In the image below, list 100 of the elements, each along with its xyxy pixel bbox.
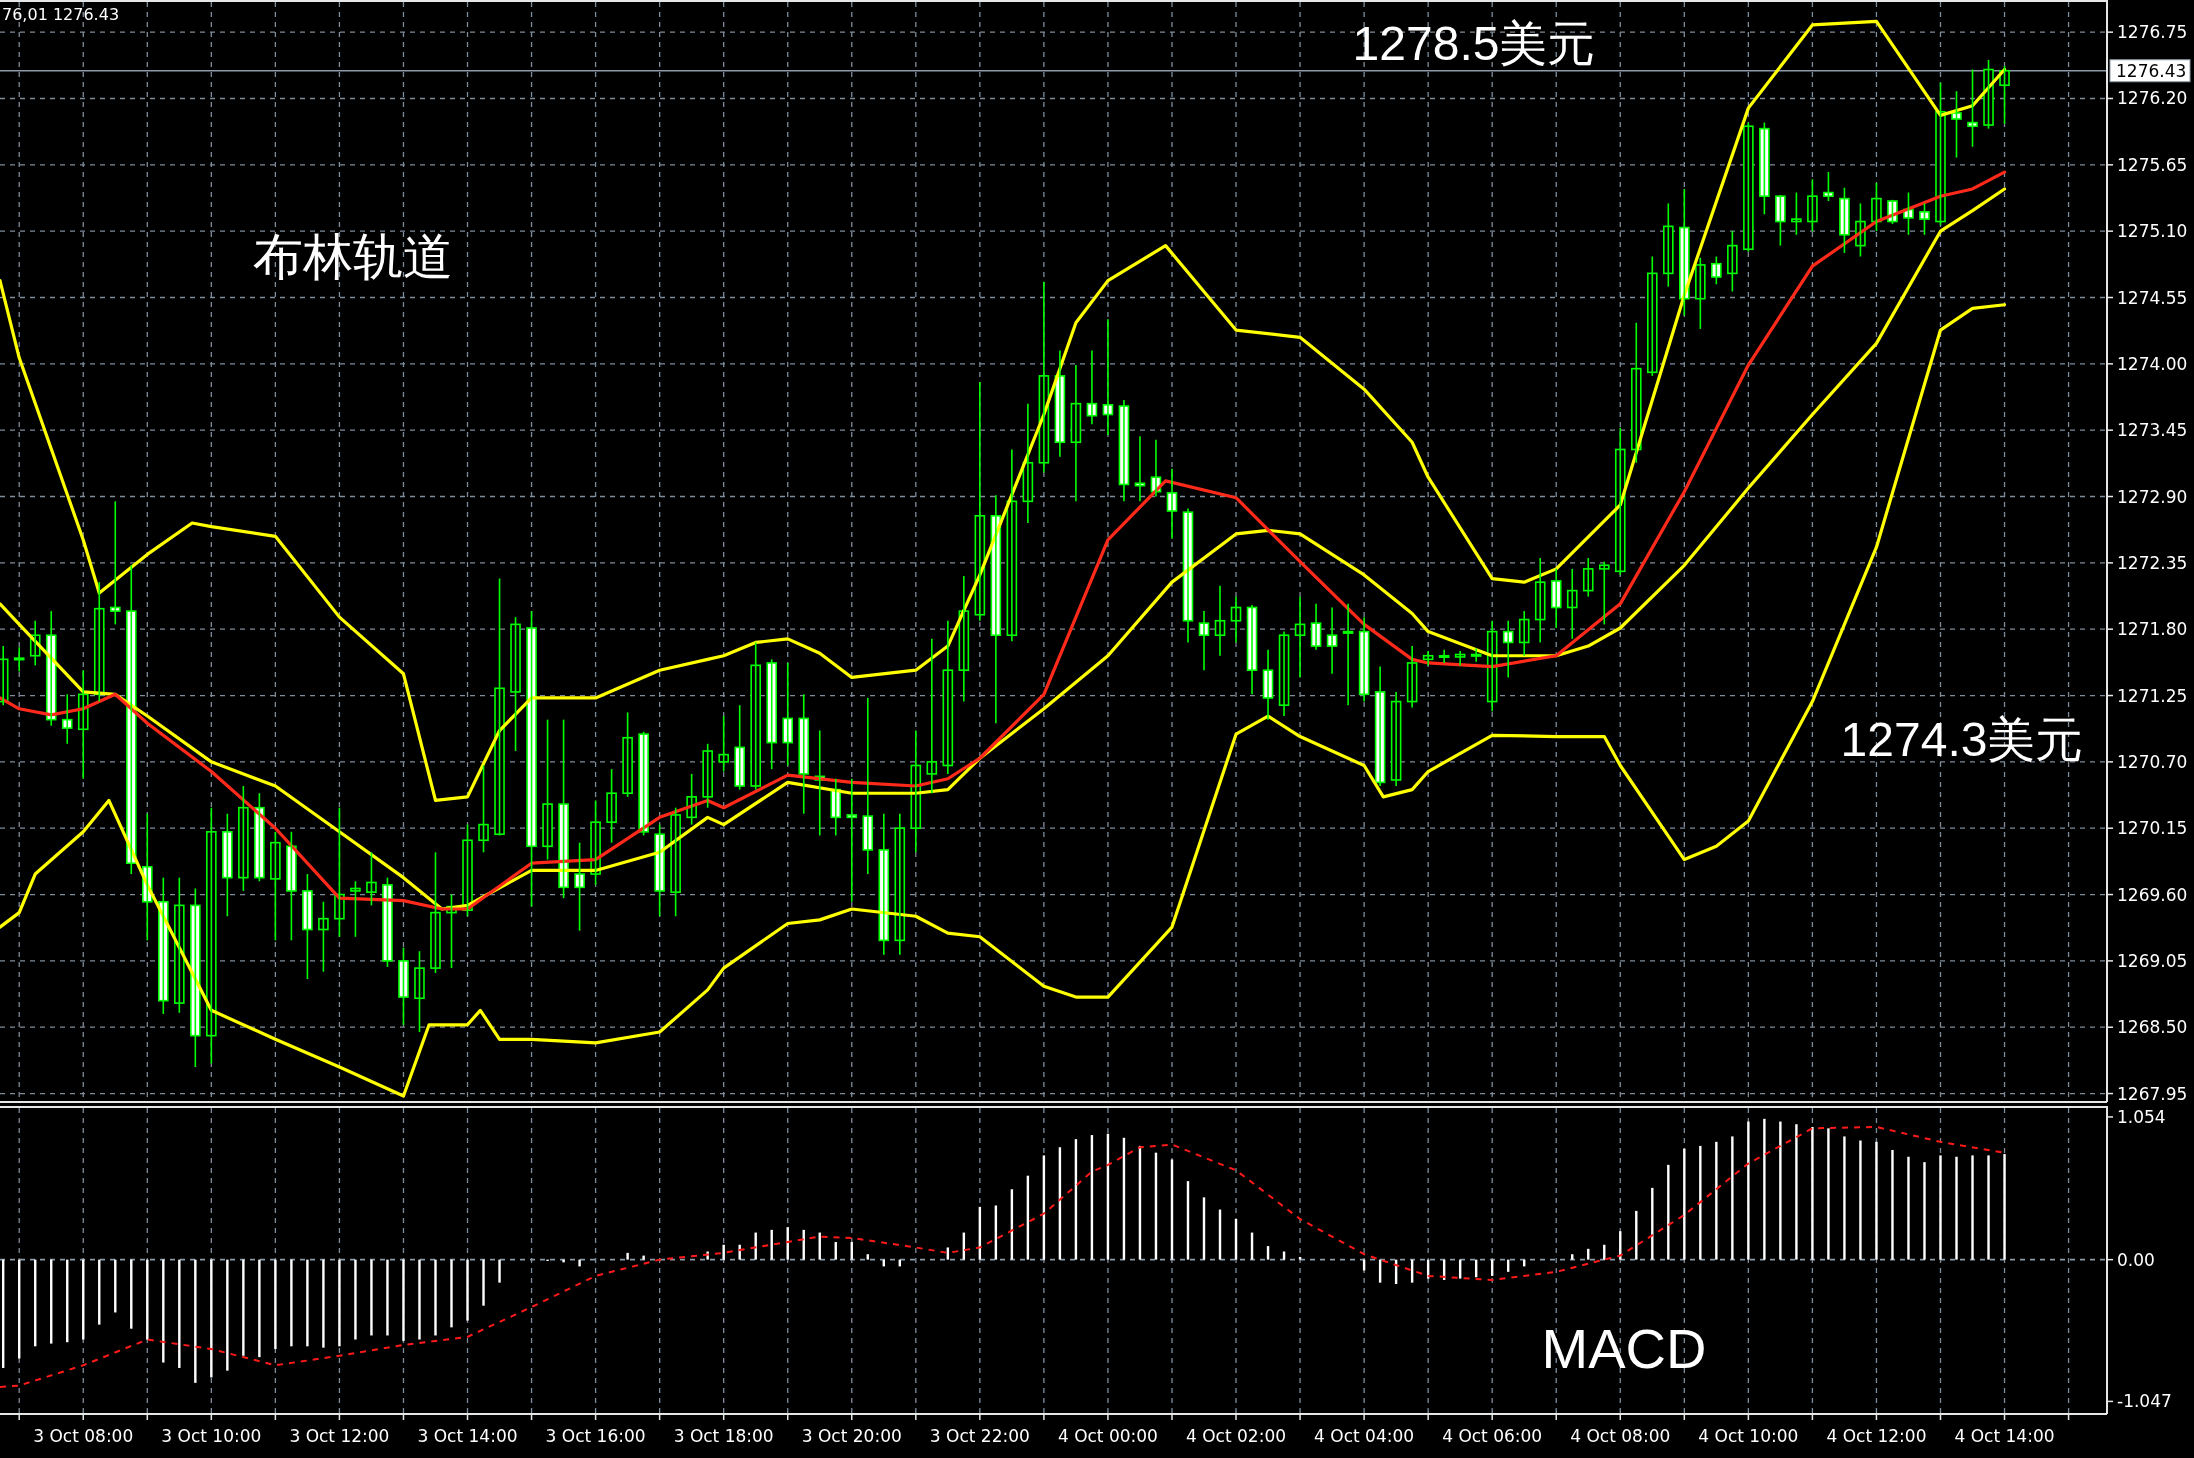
- candlestick: [1919, 202, 1930, 236]
- x-tick-label: 3 Oct 22:00: [929, 1426, 1030, 1446]
- candlestick: [718, 715, 729, 773]
- x-tick-label: 3 Oct 08:00: [33, 1426, 134, 1446]
- bar: [338, 1259, 341, 1347]
- y-tick-label: 1273.45: [2117, 420, 2188, 441]
- bar: [1843, 1136, 1846, 1260]
- x-tick-label: 3 Oct 18:00: [673, 1426, 774, 1446]
- y-tick-label: 1269.60: [2117, 884, 2188, 905]
- candlestick: [1791, 191, 1802, 236]
- y-tick-label: 1272.90: [2117, 486, 2188, 507]
- y-tick-label: 1272.35: [2117, 552, 2188, 573]
- x-tick-label: 4 Oct 06:00: [1442, 1426, 1543, 1446]
- bar: [354, 1259, 357, 1340]
- candlestick: [622, 711, 633, 798]
- candlestick: [13, 646, 25, 673]
- x-tick-label: 4 Oct 00:00: [1057, 1426, 1158, 1446]
- bar: [290, 1259, 293, 1347]
- bar: [2003, 1154, 2006, 1260]
- bar: [1747, 1121, 1750, 1260]
- bar: [402, 1259, 405, 1341]
- bar: [1939, 1155, 1942, 1260]
- candlestick: [846, 777, 858, 903]
- annotation: 1278.5美元: [1352, 17, 1596, 70]
- bar: [866, 1254, 869, 1260]
- bar: [194, 1259, 197, 1383]
- candlestick: [398, 946, 409, 1026]
- bar: [1667, 1164, 1670, 1260]
- candlestick: [430, 851, 441, 974]
- candlestick: [1775, 194, 1786, 247]
- bar: [1795, 1124, 1798, 1260]
- candlestick: [1839, 186, 1850, 254]
- bar: [466, 1259, 469, 1321]
- bar: [178, 1259, 181, 1368]
- bar: [1763, 1118, 1766, 1260]
- bar: [242, 1259, 245, 1356]
- bar: [306, 1259, 309, 1347]
- candlestick: [318, 900, 329, 973]
- annotation: MACD: [1541, 1317, 1707, 1380]
- candlestick: [222, 812, 233, 918]
- candlestick: [1695, 256, 1706, 330]
- candlestick: [1598, 560, 1610, 626]
- y-tick-label: 1275.10: [2117, 221, 2188, 242]
- candlestick: [238, 785, 249, 892]
- y-tick-label: -1.047: [2117, 1391, 2172, 1412]
- bar: [1875, 1141, 1878, 1260]
- y-tick-label: 1270.70: [2117, 751, 2188, 772]
- x-tick-label: 3 Oct 20:00: [801, 1426, 902, 1446]
- y-tick-label: 1271.25: [2117, 685, 2188, 706]
- bar: [1731, 1136, 1734, 1260]
- candlestick: [734, 704, 745, 791]
- x-tick-label: 4 Oct 14:00: [1954, 1426, 2055, 1446]
- candlestick: [414, 950, 425, 1033]
- bar: [418, 1259, 421, 1340]
- bar: [162, 1259, 165, 1363]
- x-tick-label: 4 Oct 12:00: [1826, 1426, 1927, 1446]
- bar: [1987, 1155, 1990, 1260]
- bar: [386, 1259, 389, 1336]
- bar: [1859, 1140, 1862, 1260]
- candlestick: [1759, 121, 1770, 216]
- x-tick-label: 3 Oct 16:00: [545, 1426, 646, 1446]
- candlestick: [654, 823, 665, 918]
- candlestick: [350, 880, 361, 938]
- candlestick: [510, 616, 521, 752]
- y-tick-label: 1275.65: [2117, 154, 2188, 175]
- y-tick-label: 1.054: [2117, 1106, 2166, 1127]
- candlestick: [494, 577, 505, 837]
- bar: [226, 1259, 229, 1371]
- candlestick: [478, 764, 489, 854]
- bar: [370, 1259, 373, 1336]
- candlestick: [1663, 202, 1674, 288]
- bar: [1827, 1128, 1830, 1260]
- x-tick-label: 4 Oct 10:00: [1698, 1426, 1799, 1446]
- candlestick: [542, 718, 553, 861]
- bar: [434, 1259, 437, 1336]
- candlestick: [1823, 171, 1834, 202]
- y-tick-label: 1276.20: [2117, 88, 2188, 109]
- candlestick: [638, 730, 649, 837]
- y-tick-label: 0.00: [2117, 1249, 2155, 1270]
- bar: [258, 1259, 261, 1358]
- bar: [946, 1247, 950, 1260]
- bar: [322, 1259, 325, 1348]
- y-tick-label: 1276.75: [2117, 22, 2188, 43]
- candlestick: [1807, 178, 1818, 232]
- candlestick: [606, 768, 617, 844]
- bar: [274, 1259, 277, 1350]
- bar: [1955, 1156, 1958, 1260]
- bar: [1971, 1155, 1974, 1260]
- bar: [210, 1259, 213, 1378]
- annotation: 1274.3美元: [1840, 713, 2084, 766]
- x-tick-label: 3 Oct 10:00: [161, 1426, 262, 1446]
- candlestick: [526, 610, 537, 908]
- bar: [626, 1252, 629, 1260]
- candlestick: [302, 873, 313, 980]
- x-tick-label: 3 Oct 12:00: [289, 1426, 390, 1446]
- candlestick: [270, 831, 281, 942]
- candlestick: [702, 742, 713, 809]
- y-tick-label: 1274.00: [2117, 353, 2188, 374]
- y-tick-label: 1268.50: [2117, 1017, 2188, 1038]
- ref-line-label: 1276.43: [2116, 60, 2187, 81]
